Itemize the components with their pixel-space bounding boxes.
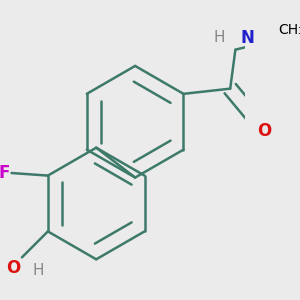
Text: H: H xyxy=(214,29,225,44)
Text: F: F xyxy=(0,164,10,182)
Text: O: O xyxy=(257,122,272,140)
Text: O: O xyxy=(6,259,21,277)
Text: H: H xyxy=(32,262,44,278)
Text: CH₃: CH₃ xyxy=(278,23,300,37)
Text: N: N xyxy=(241,29,254,47)
